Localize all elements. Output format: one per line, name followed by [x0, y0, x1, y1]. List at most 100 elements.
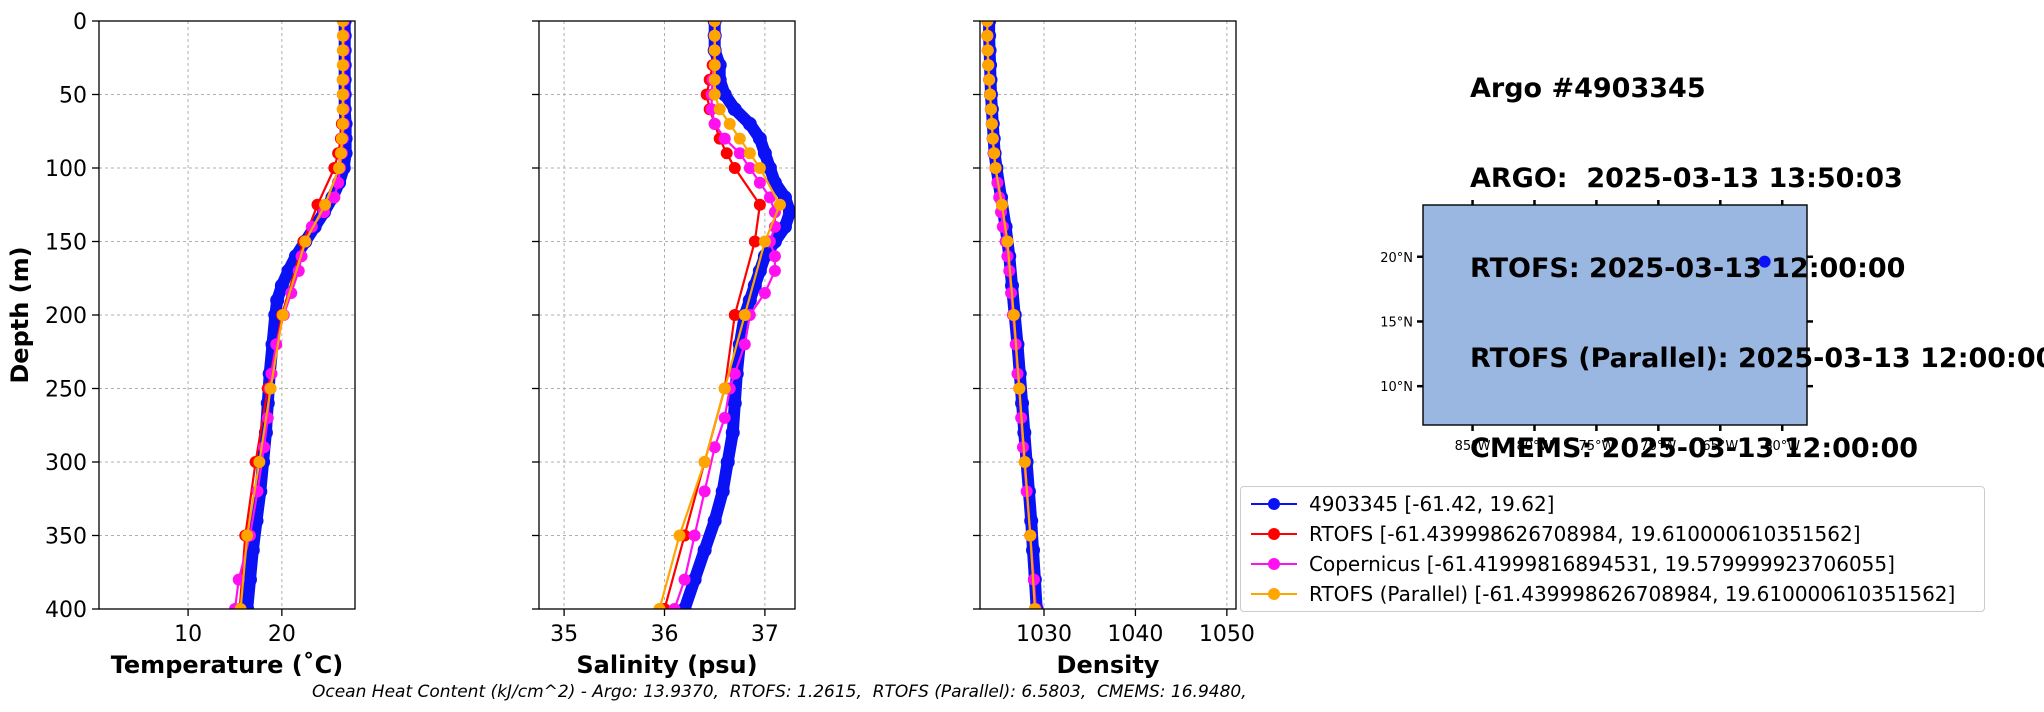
y-tick-label: 150	[45, 231, 87, 256]
data-point-argo	[725, 425, 740, 440]
data-point-argo	[687, 572, 702, 587]
data-point-argo	[762, 161, 777, 175]
legend-entry-rtofs: RTOFS [-61.439998626708984, 19.610000610…	[1251, 521, 1861, 547]
data-point-copernicus	[753, 176, 766, 189]
map-frame	[1422, 204, 1808, 426]
legend-entry-argo: 4903345 [-61.42, 19.62]	[1251, 491, 1554, 517]
legend-entry-copernicus: Copernicus [-61.41999816894531, 19.57999…	[1251, 551, 1895, 577]
x-tick-label: 20	[268, 622, 296, 647]
y-tick-label: 50	[59, 84, 87, 109]
data-point-rtofs_parallel	[336, 88, 349, 101]
data-point-rtofs_parallel	[981, 44, 994, 57]
data-point-rtofs_parallel	[333, 162, 346, 174]
series-group	[653, 21, 795, 609]
x-tick-label: 10	[174, 622, 202, 647]
data-point-rtofs_parallel	[1018, 456, 1031, 468]
data-point-rtofs_parallel	[336, 44, 349, 57]
map-lon-label: 75°W	[1578, 439, 1614, 454]
data-point-rtofs_parallel	[982, 59, 995, 72]
series-group	[228, 21, 353, 609]
data-point-rtofs_parallel	[336, 29, 349, 42]
argo-float-marker	[1758, 255, 1771, 268]
data-point-rtofs_parallel	[1001, 235, 1014, 248]
location-map: 85°W 80°W 75°W 70°W 65°W 60°W 20°N 15°N 10°N	[1380, 200, 1813, 454]
data-point-argo	[727, 396, 742, 411]
data-point-argo	[270, 293, 285, 308]
data-point-rtofs_parallel	[708, 21, 721, 27]
data-point-rtofs_parallel	[984, 88, 997, 101]
data-point-rtofs_parallel	[253, 456, 266, 468]
data-point-rtofs_parallel	[753, 162, 766, 174]
data-point-rtofs_parallel	[708, 59, 721, 72]
data-point-rtofs	[748, 235, 761, 248]
data-point-rtofs_parallel	[336, 21, 349, 27]
figure-title: Argo #4903345 ARGO: 2025-03-13 13:50:03 …	[1470, 14, 2044, 524]
x-tick-label: 1040	[1107, 622, 1163, 647]
panel-temperature: 0 50 100 150 200 250 300 350 400 10 20 Temperature …	[6, 10, 356, 679]
data-point-argo	[242, 572, 257, 587]
data-point-rtofs_parallel	[1024, 529, 1037, 542]
data-point-rtofs_parallel	[758, 235, 771, 248]
legend-label-rtofs-parallel: RTOFS (Parallel) [-61.439998626708984, 1…	[1309, 582, 1956, 606]
data-point-rtofs_parallel	[708, 29, 721, 42]
data-point-rtofs_parallel	[1028, 603, 1041, 609]
map-lat-label: 20°N	[1380, 251, 1413, 266]
data-point-copernicus	[688, 529, 701, 542]
map-lon-label: 80°W	[1517, 439, 1553, 454]
y-tick-label: 250	[45, 378, 87, 403]
data-point-rtofs_parallel	[988, 147, 1001, 160]
x-tick-label: 35	[550, 622, 578, 647]
legend-label-copernicus: Copernicus [-61.41999816894531, 19.57999…	[1309, 552, 1895, 576]
x-axis-label: Density	[1057, 651, 1160, 679]
data-point-rtofs_parallel	[718, 382, 731, 395]
data-point-copernicus	[763, 191, 776, 204]
data-point-rtofs_parallel	[773, 198, 786, 211]
data-point-argo	[1026, 543, 1041, 558]
data-point-rtofs_parallel	[334, 147, 347, 160]
data-point-copernicus	[996, 220, 1009, 233]
y-tick-label: 0	[73, 10, 87, 35]
data-point-rtofs_parallel	[983, 73, 996, 86]
data-point-rtofs_parallel	[673, 529, 686, 542]
data-point-copernicus	[738, 338, 751, 351]
data-point-copernicus	[718, 411, 731, 424]
data-point-rtofs_parallel	[264, 382, 277, 395]
data-point-rtofs_parallel	[985, 117, 998, 130]
data-point-argo	[717, 87, 732, 102]
data-point-rtofs_parallel	[1013, 382, 1026, 395]
x-tick-label: 1050	[1199, 622, 1255, 647]
data-point-copernicus	[718, 132, 731, 145]
data-point-argo	[245, 543, 260, 558]
legend-swatch-rtofs-parallel	[1251, 584, 1297, 604]
legend-label-rtofs: RTOFS [-61.439998626708984, 19.610000610…	[1309, 522, 1861, 546]
data-point-copernicus	[328, 191, 341, 204]
y-axis-label: Depth (m)	[6, 246, 34, 383]
data-point-rtofs_parallel	[989, 162, 1002, 174]
map-lat-label: 10°N	[1380, 380, 1413, 395]
data-point-argo	[707, 513, 722, 528]
legend-entry-rtofs-parallel: RTOFS (Parallel) [-61.439998626708984, 1…	[1251, 581, 1955, 607]
data-point-rtofs_parallel	[698, 456, 711, 468]
x-tick-label: 36	[650, 622, 678, 647]
data-point-rtofs_parallel	[713, 103, 726, 116]
data-point-rtofs	[728, 309, 741, 321]
data-point-argo	[1024, 513, 1039, 528]
map-ocean	[1423, 205, 1807, 425]
data-point-rtofs_parallel	[336, 59, 349, 72]
data-point-rtofs_parallel	[986, 132, 999, 145]
data-point-argo	[274, 278, 289, 293]
ocean-heat-content-footer: Ocean Heat Content (kJ/cm^2) - Argo: 13.…	[312, 682, 1247, 702]
data-point-copernicus	[232, 573, 245, 586]
data-point-argo	[715, 484, 730, 499]
data-point-argo	[727, 102, 742, 117]
data-point-copernicus	[758, 286, 771, 299]
data-point-argo	[720, 455, 735, 469]
data-point-copernicus	[768, 264, 781, 277]
y-tick-label: 350	[45, 525, 87, 550]
data-point-argo	[677, 602, 692, 609]
legend-swatch-rtofs	[1251, 524, 1297, 544]
data-point-rtofs	[720, 147, 733, 160]
data-point-rtofs_parallel	[234, 603, 247, 609]
